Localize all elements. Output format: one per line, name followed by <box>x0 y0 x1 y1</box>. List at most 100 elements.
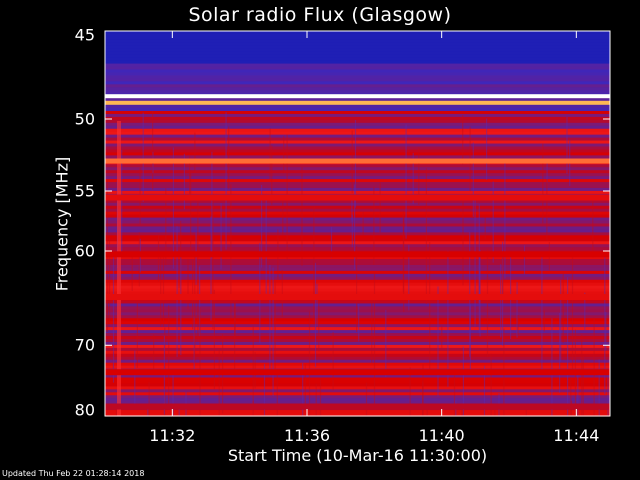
noise-streak <box>479 250 481 337</box>
spectrum-row <box>105 57 610 62</box>
noise-streak <box>478 204 480 334</box>
spectrum-row <box>105 362 610 367</box>
frequency-band <box>105 94 610 99</box>
spectrum-row <box>105 33 610 38</box>
spectrum-row <box>105 410 610 414</box>
noise-streak <box>308 311 311 416</box>
noise-streak <box>441 325 443 348</box>
noise-streak <box>478 252 480 303</box>
spectrum-row <box>105 202 610 207</box>
noise-streak <box>162 254 165 327</box>
spectrum-row <box>105 143 610 148</box>
spectrum-row <box>105 347 610 352</box>
spectrum-row <box>105 217 610 222</box>
spectrum-row <box>105 339 610 343</box>
spectrum-row <box>105 179 610 183</box>
spectrum-row <box>105 377 610 382</box>
noise-streak <box>492 181 494 263</box>
noise-streak <box>276 374 278 416</box>
noise-streak <box>351 196 353 222</box>
spectrum-row <box>105 247 610 251</box>
noise-streak <box>429 242 431 373</box>
noise-streak <box>330 226 333 258</box>
noise-streak <box>502 251 504 299</box>
spectrum-row <box>105 108 610 112</box>
noise-streak <box>301 167 303 266</box>
noise-streak <box>412 152 414 204</box>
spectrum-row <box>105 291 610 296</box>
spectrum-row <box>105 214 610 219</box>
spectrum-row <box>105 241 610 245</box>
noise-streak <box>230 184 232 319</box>
noise-streak <box>148 381 150 416</box>
y-tick-label: 60 <box>74 241 95 261</box>
spectrum-row <box>105 116 610 121</box>
spectrum-row <box>105 185 610 189</box>
noise-streak <box>469 304 471 372</box>
noise-streak <box>408 245 410 311</box>
emission-edge <box>117 121 121 416</box>
spectrum-row <box>105 149 610 154</box>
spectrum-row <box>105 256 610 260</box>
noise-streak <box>385 310 387 377</box>
spectrum-row <box>105 392 610 396</box>
noise-streak <box>281 270 283 317</box>
noise-streak <box>461 409 463 416</box>
noise-streak <box>551 318 553 416</box>
noise-streak <box>211 151 213 259</box>
noise-streak <box>213 289 215 390</box>
spectrum-row <box>105 285 610 290</box>
spectrum-row <box>105 45 610 50</box>
noise-streak <box>494 406 496 416</box>
spectrum-row <box>105 327 610 331</box>
spectrum-row <box>105 359 610 364</box>
frequency-band <box>105 251 610 258</box>
spectrum-row <box>105 125 610 130</box>
noise-streak <box>269 265 271 376</box>
frequency-band <box>105 294 610 300</box>
spectrum-row <box>105 110 610 115</box>
frequency-band <box>105 194 610 201</box>
spectrum-row <box>105 113 610 118</box>
spectrum-row <box>105 190 610 195</box>
noise-streak <box>265 199 267 294</box>
noise-streak <box>523 245 526 275</box>
noise-streak <box>153 334 155 374</box>
noise-streak <box>178 261 180 288</box>
noise-streak <box>463 404 465 416</box>
noise-streak <box>136 303 138 368</box>
spectrum-row <box>105 205 610 210</box>
noise-streak <box>225 112 227 250</box>
noise-streak <box>418 147 420 205</box>
noise-streak <box>218 348 220 416</box>
noise-streak <box>422 364 424 416</box>
noise-streak <box>362 211 364 236</box>
noise-streak <box>562 272 564 343</box>
noise-streak <box>354 120 357 208</box>
noise-streak <box>269 128 271 180</box>
noise-streak <box>502 241 504 346</box>
frequency-band <box>105 403 610 410</box>
frequency-band <box>105 369 610 376</box>
noise-streak <box>316 283 318 326</box>
noise-streak <box>373 272 376 406</box>
noise-streak <box>500 264 502 338</box>
spectrum-row <box>105 276 610 281</box>
noise-streak <box>453 375 456 416</box>
spectrum-row <box>105 105 610 109</box>
noise-streak <box>462 115 464 165</box>
noise-streak <box>234 298 236 371</box>
noise-streak <box>571 248 574 372</box>
update-timestamp: Updated Thu Feb 22 01:28:14 2018 <box>2 469 145 478</box>
spectrum-row <box>105 333 610 337</box>
spectrum-row <box>105 36 610 41</box>
spectrum-row <box>105 60 610 65</box>
noise-streak <box>542 143 544 224</box>
noise-streak <box>472 142 474 217</box>
noise-streak <box>199 266 201 337</box>
spectrum-row <box>105 226 610 231</box>
spectrum-row <box>105 279 610 284</box>
spectrum-row <box>105 374 610 379</box>
noise-streak <box>197 200 199 341</box>
spectrum-row <box>105 155 610 159</box>
